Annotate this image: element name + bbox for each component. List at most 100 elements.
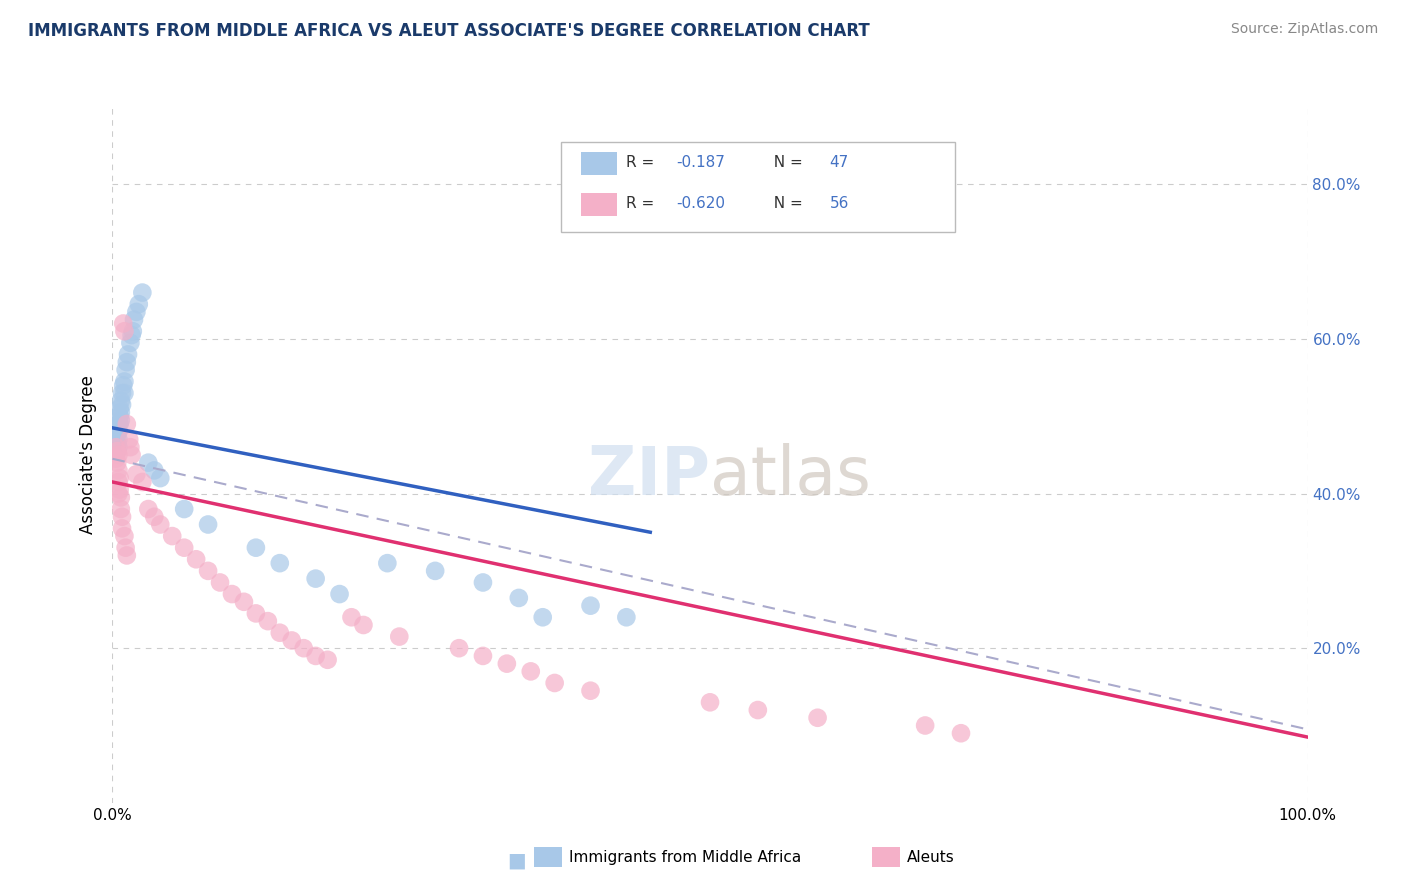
Text: N =: N =	[763, 155, 807, 170]
Point	[162, 529, 183, 543]
Point	[614, 610, 637, 624]
Point	[472, 648, 495, 663]
Point	[352, 618, 374, 632]
Point	[579, 683, 602, 698]
Point	[143, 509, 166, 524]
Point	[107, 440, 129, 454]
Point	[388, 630, 411, 644]
Point	[138, 502, 160, 516]
Point	[105, 456, 128, 470]
Text: IMMIGRANTS FROM MIDDLE AFRICA VS ALEUT ASSOCIATE'S DEGREE CORRELATION CHART: IMMIGRANTS FROM MIDDLE AFRICA VS ALEUT A…	[28, 22, 870, 40]
Point	[111, 398, 134, 412]
Point	[208, 575, 231, 590]
Point	[197, 517, 219, 532]
Point	[115, 355, 138, 369]
Point	[105, 433, 128, 447]
Point	[107, 425, 129, 439]
Point	[747, 703, 769, 717]
Point	[108, 401, 131, 416]
Point	[111, 521, 134, 535]
Point	[114, 386, 135, 401]
Point	[111, 509, 134, 524]
Text: 56: 56	[830, 195, 849, 211]
Point	[292, 641, 315, 656]
Point	[447, 641, 470, 656]
Point	[114, 375, 135, 389]
Point	[114, 363, 136, 377]
Point	[105, 436, 128, 450]
Y-axis label: Associate's Degree: Associate's Degree	[79, 376, 97, 534]
Point	[110, 393, 132, 408]
Point	[149, 517, 172, 532]
Point	[245, 541, 267, 555]
Point	[117, 347, 139, 361]
Point	[125, 467, 148, 482]
Point	[121, 328, 143, 343]
Point	[496, 657, 519, 671]
Point	[107, 433, 129, 447]
Point	[508, 591, 530, 605]
Point	[107, 417, 129, 431]
Point	[110, 502, 132, 516]
Point	[118, 433, 141, 447]
Point	[111, 386, 134, 401]
Text: R =: R =	[626, 155, 659, 170]
Point	[108, 483, 131, 497]
FancyBboxPatch shape	[561, 142, 955, 232]
Point	[143, 463, 166, 477]
Point	[114, 541, 136, 555]
Point	[377, 556, 399, 570]
Point	[105, 444, 128, 458]
Point	[304, 648, 326, 663]
Point	[121, 448, 143, 462]
Point	[131, 285, 153, 300]
Point	[257, 614, 280, 628]
Point	[173, 541, 195, 555]
Point	[328, 587, 352, 601]
Point	[110, 405, 132, 419]
Point	[914, 718, 936, 732]
Text: Immigrants from Middle Africa: Immigrants from Middle Africa	[569, 850, 801, 864]
Point	[186, 552, 208, 566]
Point	[114, 324, 135, 338]
FancyBboxPatch shape	[581, 193, 617, 216]
Point	[245, 607, 267, 621]
Text: atlas: atlas	[710, 442, 870, 508]
Point	[112, 378, 135, 392]
Point	[120, 335, 142, 350]
Point	[105, 426, 128, 441]
Point	[110, 413, 132, 427]
Point	[281, 633, 304, 648]
Point	[949, 726, 972, 740]
Text: R =: R =	[626, 195, 659, 211]
Point	[122, 312, 145, 326]
Point	[197, 564, 219, 578]
Text: -0.620: -0.620	[676, 195, 725, 211]
Point	[304, 572, 326, 586]
Point	[107, 475, 129, 489]
Text: N =: N =	[763, 195, 807, 211]
Point	[173, 502, 195, 516]
Point	[138, 456, 160, 470]
Point	[105, 451, 128, 466]
Point	[105, 421, 128, 435]
Point	[107, 486, 129, 500]
Point	[472, 575, 495, 590]
Point	[807, 711, 830, 725]
Point	[232, 595, 256, 609]
Point	[425, 564, 447, 578]
Point	[108, 471, 131, 485]
Point	[221, 587, 243, 601]
Point	[579, 599, 602, 613]
Point	[105, 440, 128, 454]
Text: 47: 47	[830, 155, 849, 170]
FancyBboxPatch shape	[581, 153, 617, 175]
Point	[531, 610, 554, 624]
Point	[120, 440, 142, 454]
Point	[107, 448, 129, 462]
Point	[108, 409, 131, 424]
Point	[520, 665, 543, 679]
Text: -0.187: -0.187	[676, 155, 725, 170]
Text: ZIP: ZIP	[588, 442, 710, 508]
Point	[125, 305, 148, 319]
